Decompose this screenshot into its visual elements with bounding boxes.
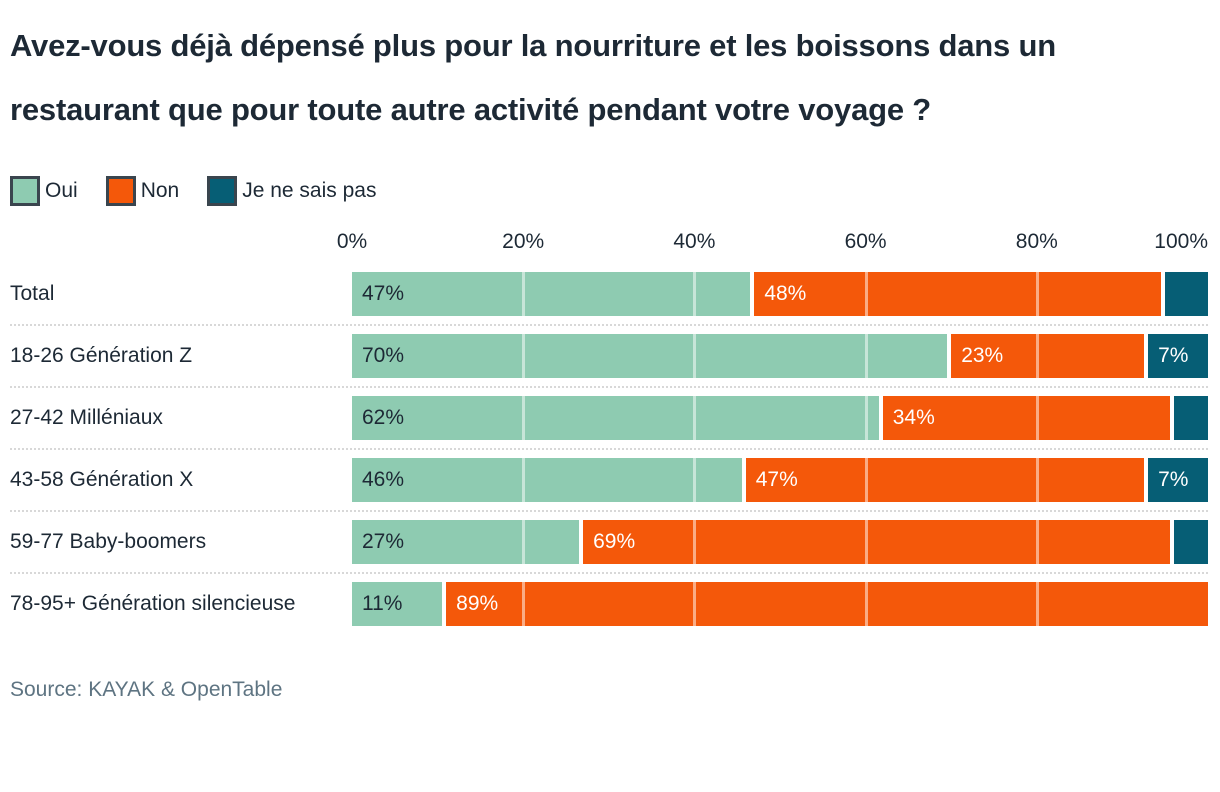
category-label: 59-77 Baby-boomers: [10, 530, 207, 553]
x-axis: 0% 20% 40% 60% 80% 100%: [10, 230, 1208, 264]
value-label: 11%: [362, 592, 403, 615]
chart-rows: Total 47% 48% 18-26 Génération Z 70% 23% 7% 27-…: [10, 264, 1208, 634]
category-label: 78-95+ Génération silencieuse: [10, 592, 296, 615]
value-label: 69%: [593, 530, 636, 553]
bar-segment-non[interactable]: 69%: [583, 520, 1170, 564]
source-note: Source: KAYAK & OpenTable: [10, 678, 283, 701]
bar-segment-non[interactable]: 48%: [754, 272, 1162, 316]
bar-segment-oui[interactable]: 62%: [352, 396, 879, 440]
bar-track: 62% 34%: [352, 396, 1208, 440]
legend-item-je-ne-sais-pas: Je ne sais pas: [207, 176, 376, 206]
legend-label: Non: [140, 179, 180, 202]
chart-row: 18-26 Génération Z 70% 23% 7%: [10, 326, 1208, 388]
bar-segment-je-ne-sais-pas[interactable]: [1173, 520, 1208, 564]
value-label: 46%: [362, 468, 405, 491]
x-axis-tick: 80%: [1015, 230, 1058, 253]
bar-segment-oui[interactable]: 70%: [352, 334, 948, 378]
bar-track: 70% 23% 7%: [352, 334, 1208, 378]
chart-row: 43-58 Génération X 46% 47% 7%: [10, 450, 1208, 512]
bar-segment-oui[interactable]: 27%: [352, 520, 580, 564]
x-axis-tick: 60%: [844, 230, 887, 253]
x-axis-tick: 0%: [336, 230, 368, 253]
value-label: 47%: [755, 468, 798, 491]
category-label: 43-58 Génération X: [10, 468, 194, 491]
value-label: 48%: [764, 282, 807, 305]
bar-segment-non[interactable]: 89%: [446, 582, 1208, 626]
value-label: 70%: [362, 344, 405, 367]
value-label: 62%: [362, 406, 405, 429]
axis-spacer: [10, 230, 352, 264]
value-label: 89%: [456, 592, 499, 615]
bar-segment-oui[interactable]: 46%: [352, 458, 742, 502]
x-axis-ticks: 0% 20% 40% 60% 80% 100%: [337, 230, 1208, 264]
chart-row: Total 47% 48%: [10, 264, 1208, 326]
chart-row: 27-42 Milléniaux 62% 34%: [10, 388, 1208, 450]
legend-label: Oui: [45, 179, 78, 202]
value-label: 7%: [1158, 468, 1189, 491]
bar-segment-je-ne-sais-pas[interactable]: [1173, 396, 1208, 440]
value-label: 34%: [892, 406, 935, 429]
legend-swatch-non: [105, 176, 136, 206]
chart-row: 59-77 Baby-boomers 27% 69%: [10, 512, 1208, 574]
bar-segment-je-ne-sais-pas[interactable]: [1165, 272, 1208, 316]
bar-segment-non[interactable]: 47%: [745, 458, 1145, 502]
bar-segment-oui[interactable]: 11%: [352, 582, 443, 626]
bar-segment-non[interactable]: 23%: [951, 334, 1145, 378]
category-label: 27-42 Milléniaux: [10, 406, 163, 429]
legend-item-non: Non: [105, 176, 180, 206]
value-label: 23%: [961, 344, 1004, 367]
x-axis-tick: 100%: [1154, 230, 1208, 253]
bar-segment-je-ne-sais-pas[interactable]: 7%: [1148, 458, 1208, 502]
bar-track: 47% 48%: [352, 272, 1208, 316]
bar-segment-non[interactable]: 34%: [882, 396, 1170, 440]
legend-label: Je ne sais pas: [242, 179, 377, 202]
bar-track: 11% 89%: [352, 582, 1208, 626]
chart-title: Avez-vous déjà dépensé plus pour la nour…: [10, 28, 1056, 127]
value-label: 47%: [362, 282, 405, 305]
legend-swatch-oui: [10, 176, 40, 206]
bar-track: 46% 47% 7%: [352, 458, 1208, 502]
value-label: 7%: [1158, 344, 1189, 367]
legend: Oui Non Je ne sais pas: [10, 176, 1208, 206]
x-axis-tick: 20%: [502, 230, 545, 253]
value-label: 27%: [362, 530, 405, 553]
bar-segment-oui[interactable]: 47%: [352, 272, 751, 316]
legend-item-oui: Oui: [10, 176, 78, 206]
legend-swatch-je-ne-sais-pas: [207, 176, 238, 206]
bar-segment-je-ne-sais-pas[interactable]: 7%: [1148, 334, 1208, 378]
category-label: 18-26 Génération Z: [10, 344, 193, 367]
category-label: Total: [10, 282, 55, 305]
stacked-bar-chart: 0% 20% 40% 60% 80% 100% Total 47% 48% 18-26 Géné…: [10, 230, 1208, 634]
chart-row: 78-95+ Génération silencieuse 11% 89%: [10, 574, 1208, 634]
x-axis-tick: 40%: [673, 230, 716, 253]
bar-track: 27% 69%: [352, 520, 1208, 564]
